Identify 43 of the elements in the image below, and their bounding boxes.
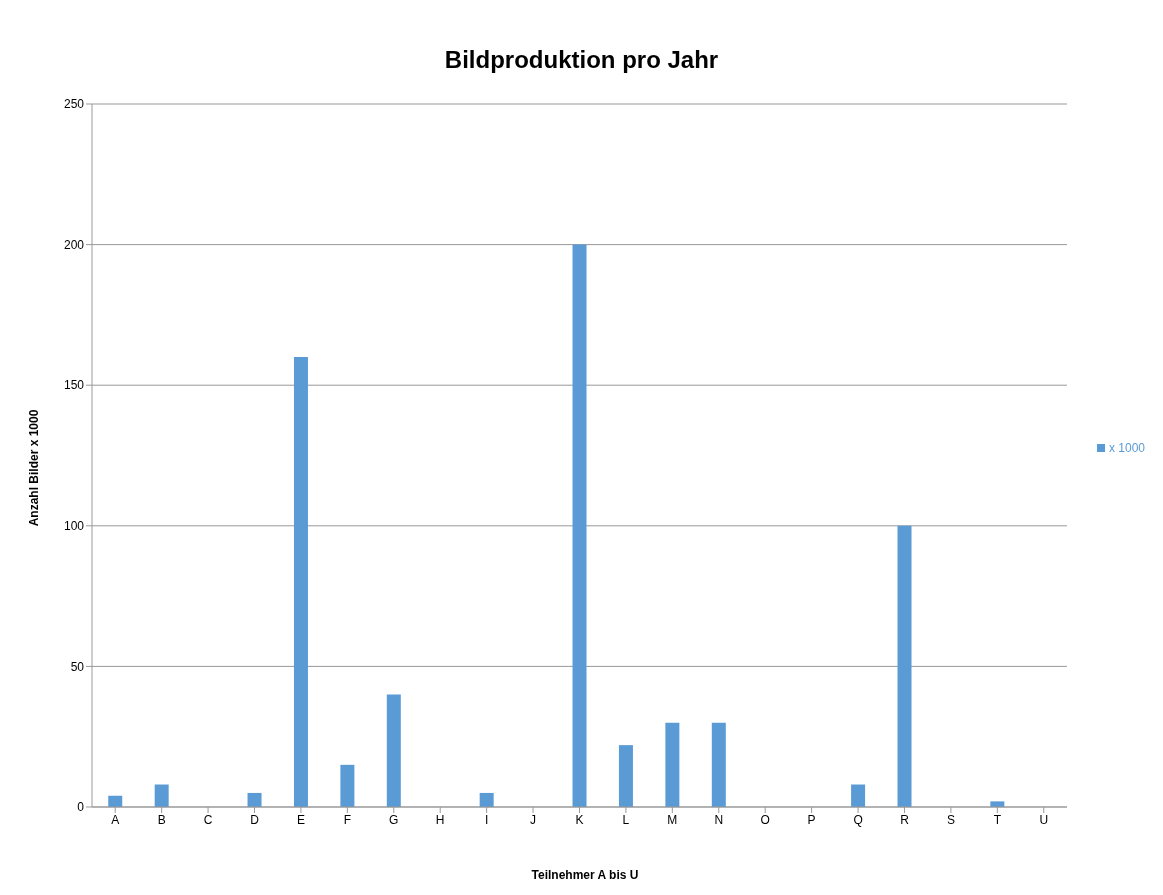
- bar: [340, 764, 355, 807]
- bar: [711, 722, 726, 807]
- x-axis-title: Teilnehmer A bis U: [530, 868, 640, 882]
- x-tick-label: U: [1039, 812, 1049, 827]
- y-tick-label: 50: [70, 659, 85, 674]
- y-tick-label: 0: [77, 800, 85, 815]
- bar: [851, 784, 866, 807]
- x-tick-label: Q: [853, 812, 863, 827]
- bar: [386, 694, 401, 807]
- x-tick-label: G: [389, 812, 399, 827]
- y-tick-label: 150: [63, 378, 85, 393]
- bar: [247, 792, 262, 807]
- bar: [154, 784, 169, 807]
- x-tick-label: K: [575, 812, 584, 827]
- bar: [479, 792, 494, 807]
- bar: [897, 525, 912, 807]
- legend-label: x 1000: [1108, 440, 1145, 455]
- x-tick-label: P: [807, 812, 816, 827]
- x-tick-label: O: [760, 812, 770, 827]
- x-tick-label: S: [946, 812, 955, 827]
- y-tick-label: 200: [63, 237, 85, 252]
- x-tick-label: A: [111, 812, 120, 827]
- x-tick-label: T: [993, 812, 1002, 827]
- x-tick-label: C: [203, 812, 213, 827]
- x-tick-label: I: [484, 812, 489, 827]
- y-axis-title: Anzahl Bilder x 1000: [27, 409, 41, 527]
- chart-title: Bildproduktion pro Jahr: [443, 46, 720, 74]
- x-tick-label: M: [667, 812, 678, 827]
- x-tick-label: D: [250, 812, 260, 827]
- bar: [572, 244, 587, 807]
- x-tick-label: F: [343, 812, 352, 827]
- y-tick-label: 100: [63, 519, 85, 534]
- x-tick-label: R: [900, 812, 910, 827]
- x-tick-label: L: [622, 812, 630, 827]
- x-tick-label: J: [530, 812, 537, 827]
- y-tick-label: 250: [63, 97, 85, 112]
- x-tick-label: E: [296, 812, 305, 827]
- bar: [665, 722, 680, 807]
- bar: [293, 357, 308, 807]
- x-tick-label: N: [714, 812, 724, 827]
- x-tick-label: B: [157, 812, 166, 827]
- x-tick-label: H: [435, 812, 445, 827]
- bar: [618, 745, 633, 807]
